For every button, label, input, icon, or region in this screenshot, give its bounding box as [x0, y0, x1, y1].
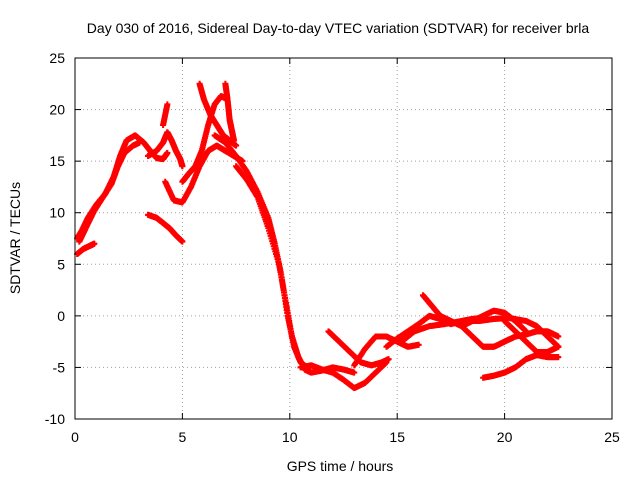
series-arc-12 — [233, 163, 358, 376]
data-point — [164, 101, 171, 108]
data-point — [233, 142, 240, 149]
y-tick-label: 20 — [49, 102, 65, 118]
data-points — [74, 80, 562, 392]
data-point — [179, 238, 186, 245]
y-tick-label: 5 — [57, 256, 65, 272]
data-point — [91, 240, 98, 247]
series-arc-11 — [211, 132, 315, 371]
x-tick-label: 10 — [282, 429, 298, 445]
data-point — [415, 341, 422, 348]
data-point — [136, 139, 143, 146]
series-arc-20 — [480, 352, 562, 381]
axis-tick-labels: 0 5 10 15 20 25 -10 -5 0 5 10 15 20 25 — [45, 50, 620, 445]
x-tick-label: 15 — [389, 429, 405, 445]
series-arc-10 — [222, 80, 237, 144]
plot-frame — [74, 57, 613, 420]
y-tick-label: 25 — [49, 50, 65, 66]
x-tick-label: 5 — [179, 429, 187, 445]
y-tick-label: 0 — [57, 308, 65, 324]
data-point — [555, 354, 562, 361]
series-arc-14 — [325, 328, 392, 369]
x-tick-label: 0 — [71, 429, 79, 445]
data-point — [555, 333, 562, 340]
y-tick-label: -5 — [53, 359, 66, 375]
y-tick-label: 15 — [49, 153, 65, 169]
series-arc-2 — [76, 139, 143, 245]
x-tick-label: 20 — [497, 429, 513, 445]
series-arc-5 — [145, 211, 186, 245]
data-point — [179, 163, 186, 170]
data-point — [555, 343, 562, 350]
data-point — [164, 149, 171, 156]
y-tick-label: -10 — [45, 411, 65, 427]
series-arc-13 — [297, 359, 390, 392]
series-arc-6 — [160, 101, 171, 129]
data-point — [230, 137, 237, 144]
series-arc-21 — [501, 318, 562, 355]
y-tick-label: 10 — [49, 205, 65, 221]
data-point — [351, 369, 358, 376]
chart-title: Day 030 of 2016, Sidereal Day-to-day VTE… — [87, 20, 590, 36]
series-arc-4 — [145, 129, 186, 170]
data-point — [385, 356, 392, 363]
y-axis-label: SDTVAR / TECUs — [7, 182, 23, 294]
grid-lines — [75, 58, 612, 419]
axis-ticks — [74, 57, 613, 420]
x-axis-label: GPS time / hours — [287, 458, 394, 474]
x-tick-label: 25 — [604, 429, 620, 445]
series-arc-3 — [74, 240, 98, 257]
